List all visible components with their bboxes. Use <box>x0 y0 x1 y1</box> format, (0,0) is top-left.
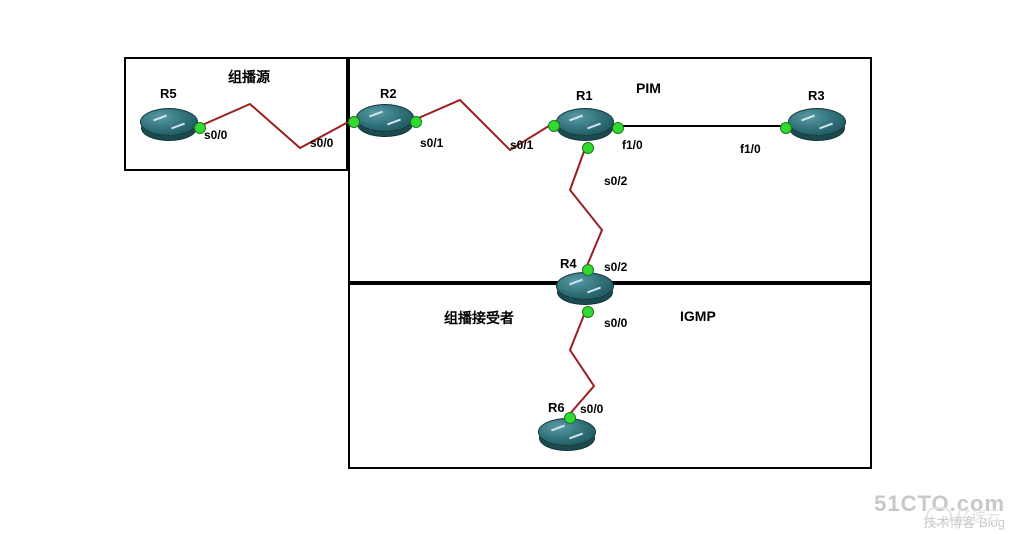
cloud-icon <box>926 507 952 525</box>
label-receiver: 组播接受者 <box>444 308 514 328</box>
port-dot <box>410 116 422 128</box>
label-source: 组播源 <box>228 67 270 87</box>
router-r6 <box>538 418 594 458</box>
router-r3 <box>788 108 844 148</box>
router-r5 <box>140 108 196 148</box>
iface-label: s0/0 <box>310 136 333 150</box>
router-label-r1: R1 <box>576 88 593 103</box>
port-dot <box>780 122 792 134</box>
port-dot <box>548 120 560 132</box>
router-r2 <box>356 104 412 144</box>
router-label-r5: R5 <box>160 86 177 101</box>
router-label-r6: R6 <box>548 400 565 415</box>
iface-label: s0/0 <box>604 316 627 330</box>
label-igmp: IGMP <box>680 308 716 324</box>
iface-label: s0/2 <box>604 174 627 188</box>
router-label-r4: R4 <box>560 256 577 271</box>
port-dot <box>564 412 576 424</box>
port-dot <box>582 264 594 276</box>
port-dot <box>582 142 594 154</box>
iface-label: s0/0 <box>580 402 603 416</box>
zone-pim <box>348 57 872 283</box>
port-dot <box>348 116 360 128</box>
iface-label: f1/0 <box>622 138 643 152</box>
router-label-r2: R2 <box>380 86 397 101</box>
router-label-r3: R3 <box>808 88 825 103</box>
iface-label: s0/1 <box>510 138 533 152</box>
watermark-yisu: 亿速云 <box>926 505 1001 526</box>
port-dot <box>582 306 594 318</box>
port-dot <box>612 122 624 134</box>
iface-label: s0/2 <box>604 260 627 274</box>
iface-label: s0/0 <box>204 128 227 142</box>
watermark2-text: 亿速云 <box>956 505 1001 526</box>
label-pim: PIM <box>636 80 661 96</box>
iface-label: s0/1 <box>420 136 443 150</box>
iface-label: f1/0 <box>740 142 761 156</box>
